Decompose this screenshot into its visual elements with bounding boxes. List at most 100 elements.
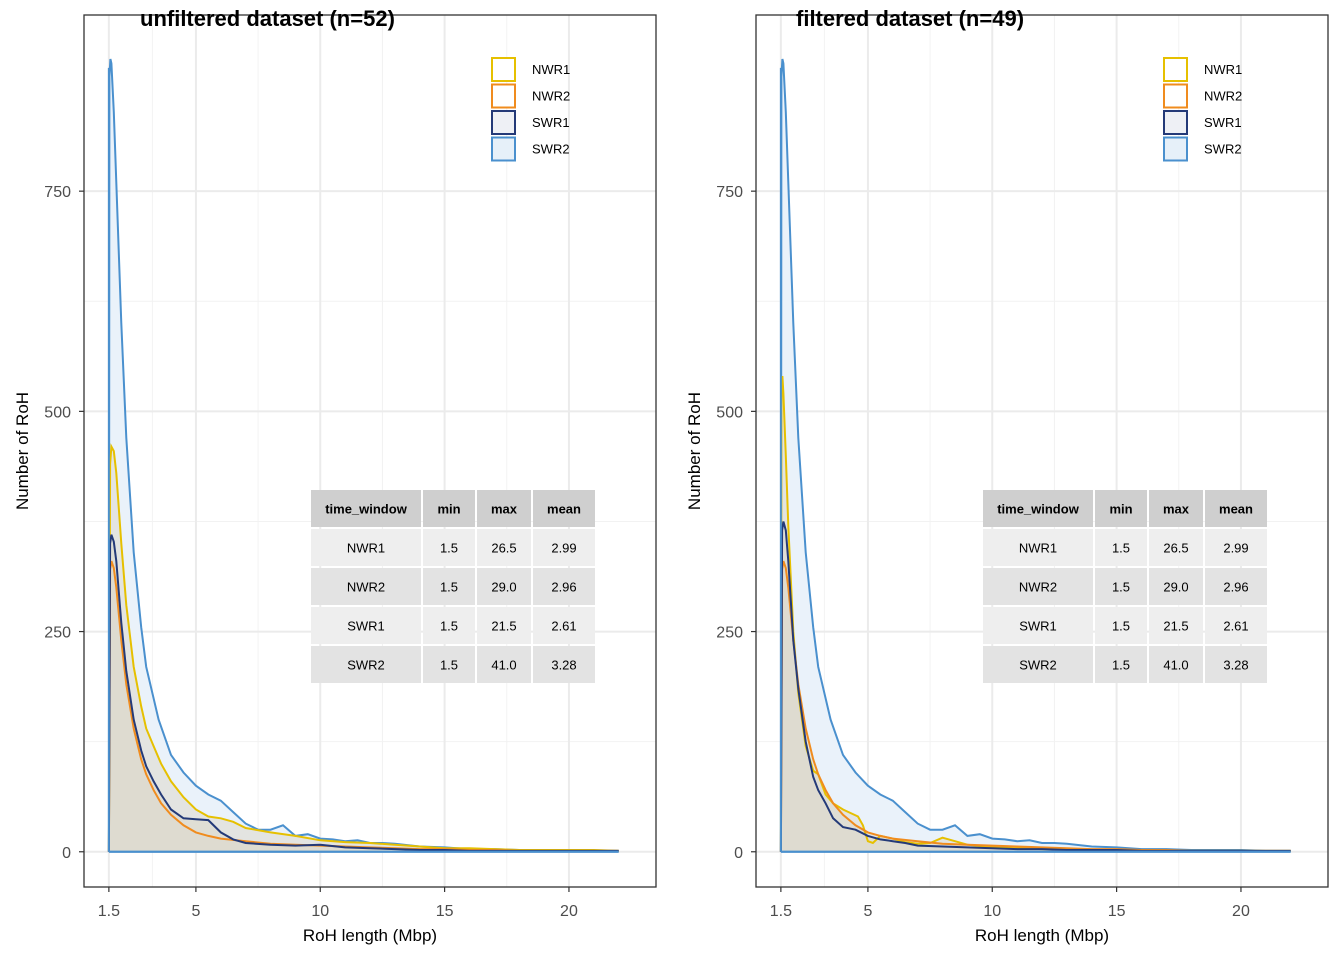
x-tick-label: 5	[863, 903, 872, 920]
table-cell: 1.5	[440, 658, 458, 673]
table-cell: 2.61	[1223, 619, 1248, 634]
table-cell: SWR1	[1019, 619, 1057, 634]
legend-key-nwr2	[1163, 83, 1188, 109]
table-cell: 2.99	[551, 541, 576, 556]
legend-key-swr1	[1163, 110, 1188, 135]
y-tick-label: 500	[44, 404, 71, 421]
x-tick-label: 20	[1232, 903, 1250, 920]
table-cell: 3.28	[551, 658, 576, 673]
y-tick-label: 0	[62, 845, 71, 862]
table-cell: 1.5	[1112, 619, 1130, 634]
x-tick-label: 1.5	[98, 903, 120, 920]
legend-key-swr2	[1163, 136, 1188, 162]
y-tick-label: 250	[716, 625, 743, 642]
table-cell: 1.5	[440, 580, 458, 595]
series-area-swr1	[108, 534, 619, 852]
table-cell: 1.5	[1112, 658, 1130, 673]
table-cell-bg	[533, 646, 595, 683]
series-line-nwr1	[107, 443, 619, 852]
summary-table: time_window min max mean NWR1 1.5 26.5 2.99 NWR2…	[311, 490, 595, 683]
table-header-cell	[1205, 490, 1267, 527]
table-cell: 41.0	[1163, 658, 1188, 673]
table-cell: 21.5	[491, 619, 516, 634]
table-cell-bg	[311, 568, 421, 605]
legend-key-nwr1	[1163, 57, 1188, 82]
legend: NWR1 NWR2 SWR1 SWR2	[491, 57, 570, 162]
panel-border	[755, 14, 1329, 888]
chart-panel-1: 1.5 5 10 15 20 0 250 500 750 RoH length (Mbp) Numb…	[13, 6, 657, 945]
panel-border	[83, 14, 657, 888]
table-cell: NWR1	[347, 541, 385, 556]
table-cell: 3.28	[1223, 658, 1248, 673]
table-cell-bg	[423, 607, 475, 644]
x-tick-label: 5	[191, 903, 200, 920]
table-cell-bg	[1205, 529, 1267, 566]
table-cell-bg	[477, 607, 531, 644]
x-tick-label: 15	[436, 903, 454, 920]
table-cell-bg	[533, 529, 595, 566]
table-cell-bg	[1095, 607, 1147, 644]
chart-panel-2: 1.5 5 10 15 20 0 250 500 750 RoH length (Mbp) Numb…	[685, 6, 1329, 945]
table-cell: 2.99	[1223, 541, 1248, 556]
legend-key-swr2	[491, 136, 516, 162]
table-cell-bg	[983, 607, 1093, 644]
table-header-cell	[533, 490, 595, 527]
table-cell: SWR2	[347, 658, 385, 673]
table-cell-bg	[311, 646, 421, 683]
legend: NWR1 NWR2 SWR1 SWR2	[1163, 57, 1242, 162]
table-cell-bg	[983, 568, 1093, 605]
table-cell: SWR2	[1019, 658, 1057, 673]
table-cell-bg	[1095, 646, 1147, 683]
table-header-min: min	[437, 502, 460, 517]
table-cell-bg	[1095, 568, 1147, 605]
table-cell-bg	[423, 529, 475, 566]
table-cell: NWR2	[1019, 580, 1057, 595]
table-cell-bg	[423, 646, 475, 683]
table-cell-bg	[1205, 568, 1267, 605]
y-tick-label: 250	[44, 625, 71, 642]
table-header-cell	[477, 490, 531, 527]
table-cell: SWR1	[347, 619, 385, 634]
table-cell-bg	[477, 529, 531, 566]
table-cell-bg	[1095, 529, 1147, 566]
table-header-cell	[983, 490, 1093, 527]
table-cell: 26.5	[491, 541, 516, 556]
legend-key-nwr2	[491, 83, 516, 109]
table-header-min: min	[1109, 502, 1132, 517]
table-header-cell	[423, 490, 475, 527]
y-tick-label: 750	[44, 184, 71, 201]
table-header-max: max	[1163, 502, 1190, 517]
x-tick-label: 10	[311, 903, 329, 920]
table-cell: NWR1	[1019, 541, 1057, 556]
table-cell: 1.5	[1112, 541, 1130, 556]
table-cell: 26.5	[1163, 541, 1188, 556]
table-header-mean: mean	[547, 502, 581, 517]
table-cell-bg	[311, 607, 421, 644]
table-header-time-window: time_window	[997, 502, 1080, 517]
table-cell: 21.5	[1163, 619, 1188, 634]
table-header-time-window: time_window	[325, 502, 408, 517]
table-cell: 2.61	[551, 619, 576, 634]
table-cell: 1.5	[1112, 580, 1130, 595]
legend-label-swr2: SWR2	[1204, 142, 1242, 157]
table-cell-bg	[1149, 607, 1203, 644]
chart-title: filtered dataset (n=49)	[796, 6, 1024, 31]
table-cell: NWR2	[347, 580, 385, 595]
y-axis-label: Number of RoH	[13, 392, 32, 510]
table-header-mean: mean	[1219, 502, 1253, 517]
table-cell-bg	[311, 529, 421, 566]
table-cell: 1.5	[440, 619, 458, 634]
x-tick-label: 15	[1108, 903, 1126, 920]
table-cell-bg	[1149, 529, 1203, 566]
legend-label-swr1: SWR1	[1204, 115, 1242, 130]
table-cell-bg	[1205, 646, 1267, 683]
x-tick-label: 1.5	[770, 903, 792, 920]
table-cell-bg	[1149, 646, 1203, 683]
legend-key-nwr1	[491, 57, 516, 82]
legend-label-nwr2: NWR2	[1204, 89, 1242, 104]
table-header-cell	[1149, 490, 1203, 527]
table-cell-bg	[983, 529, 1093, 566]
x-tick-label: 20	[560, 903, 578, 920]
x-axis-label: RoH length (Mbp)	[975, 926, 1109, 945]
legend-label-nwr1: NWR1	[1204, 62, 1242, 77]
